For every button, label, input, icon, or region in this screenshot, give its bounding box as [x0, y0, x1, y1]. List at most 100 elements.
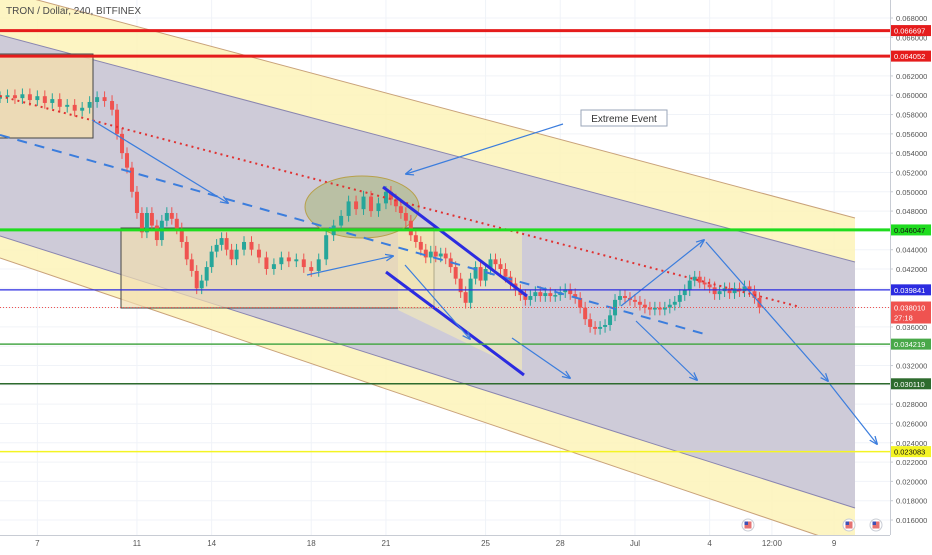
candle-body[interactable] — [376, 203, 381, 212]
candle-body[interactable] — [598, 326, 603, 329]
candle-body[interactable] — [120, 133, 125, 154]
candle-body[interactable] — [169, 213, 174, 219]
candle-body[interactable] — [35, 96, 40, 101]
candle-body[interactable] — [647, 307, 652, 310]
candle-body[interactable] — [742, 286, 747, 292]
candle-body[interactable] — [301, 259, 306, 268]
candle-body[interactable] — [603, 324, 608, 327]
horizontal-levels[interactable] — [0, 29, 890, 453]
candle-body[interactable] — [488, 259, 493, 269]
projection-arrow[interactable] — [705, 241, 828, 381]
candle-body[interactable] — [398, 206, 403, 214]
candle-body[interactable] — [383, 191, 388, 204]
candle-body[interactable] — [179, 228, 184, 242]
candle-body[interactable] — [622, 296, 627, 298]
candle-body[interactable] — [483, 269, 488, 281]
candle-body[interactable] — [388, 191, 393, 200]
candle-body[interactable] — [149, 213, 154, 226]
candle-body[interactable] — [339, 215, 344, 226]
level-price-badge[interactable] — [891, 25, 931, 37]
candle-body[interactable] — [361, 196, 366, 210]
candle-body[interactable] — [727, 288, 732, 294]
candle-body[interactable] — [473, 267, 478, 279]
candle-body[interactable] — [443, 253, 448, 259]
projection-arrow[interactable] — [406, 123, 564, 174]
candle-body[interactable] — [20, 94, 25, 99]
candle-body[interactable] — [214, 244, 219, 252]
price-axis[interactable] — [890, 0, 932, 550]
candle-body[interactable] — [573, 294, 578, 298]
annotation-box[interactable] — [580, 109, 668, 127]
candle-body[interactable] — [80, 107, 85, 111]
candle-body[interactable] — [199, 280, 204, 289]
candle-body[interactable] — [662, 307, 667, 310]
candle-body[interactable] — [189, 259, 194, 271]
candle-body[interactable] — [538, 292, 543, 297]
candle-body[interactable] — [533, 292, 538, 297]
candle-body[interactable] — [234, 249, 239, 260]
candle-body[interactable] — [433, 251, 438, 257]
candle-body[interactable] — [712, 287, 717, 295]
level-price-badge[interactable] — [891, 338, 931, 350]
candle-body[interactable] — [413, 235, 418, 242]
candle-body[interactable] — [563, 289, 568, 293]
candle-body[interactable] — [129, 167, 134, 192]
candle-body[interactable] — [184, 241, 189, 260]
candle-body[interactable] — [458, 278, 463, 293]
candle-body[interactable] — [528, 296, 533, 300]
candle-body[interactable] — [174, 218, 179, 229]
candle-body[interactable] — [164, 213, 169, 221]
candle-body[interactable] — [12, 95, 17, 99]
candle-body[interactable] — [369, 196, 374, 212]
candle-body[interactable] — [717, 291, 722, 295]
projection-arrow[interactable] — [306, 256, 393, 276]
candle-body[interactable] — [657, 307, 662, 310]
range-box-mid[interactable] — [120, 227, 435, 309]
candle-body[interactable] — [747, 286, 752, 292]
candle-body[interactable] — [428, 251, 433, 258]
candle-body[interactable] — [588, 319, 593, 327]
candle-body[interactable] — [271, 264, 276, 269]
candle-body[interactable] — [324, 235, 329, 260]
candle-body[interactable] — [418, 241, 423, 250]
level-price-badge[interactable] — [891, 50, 931, 62]
projection-arrow[interactable] — [91, 119, 228, 203]
candle-body[interactable] — [553, 295, 558, 297]
candle-body[interactable] — [209, 251, 214, 268]
candle-body[interactable] — [583, 307, 588, 320]
candlesticks[interactable] — [0, 88, 762, 335]
candle-body[interactable] — [732, 288, 737, 294]
candle-body[interactable] — [408, 220, 413, 236]
candle-body[interactable] — [667, 304, 672, 308]
projection-arrow[interactable] — [635, 320, 697, 380]
candle-body[interactable] — [144, 213, 149, 233]
candle-body[interactable] — [42, 96, 47, 103]
candle-body[interactable] — [543, 293, 548, 297]
candle-body[interactable] — [139, 213, 144, 233]
candle-body[interactable] — [498, 264, 503, 269]
candle-body[interactable] — [346, 201, 351, 216]
candle-body[interactable] — [548, 293, 553, 297]
candle-body[interactable] — [707, 284, 712, 288]
level-price-badge[interactable] — [891, 446, 931, 458]
projection-arrow[interactable] — [620, 240, 704, 307]
candle-body[interactable] — [493, 259, 498, 265]
candle-body[interactable] — [194, 270, 199, 289]
candle-body[interactable] — [478, 267, 483, 281]
candle-body[interactable] — [468, 278, 473, 303]
candle-body[interactable] — [523, 295, 528, 300]
level-price-badge[interactable] — [891, 284, 931, 296]
candle-body[interactable] — [403, 213, 408, 221]
candle-body[interactable] — [309, 267, 314, 271]
candle-body[interactable] — [57, 99, 62, 107]
candle-body[interactable] — [697, 276, 702, 283]
candle-body[interactable] — [72, 104, 77, 111]
symbol-title[interactable]: TRON / Dollar, 240, BITFINEX — [6, 6, 141, 17]
candle-body[interactable] — [677, 295, 682, 302]
candle-body[interactable] — [249, 241, 254, 250]
candle-body[interactable] — [608, 315, 613, 325]
candle-body[interactable] — [682, 290, 687, 296]
candle-body[interactable] — [0, 97, 2, 99]
